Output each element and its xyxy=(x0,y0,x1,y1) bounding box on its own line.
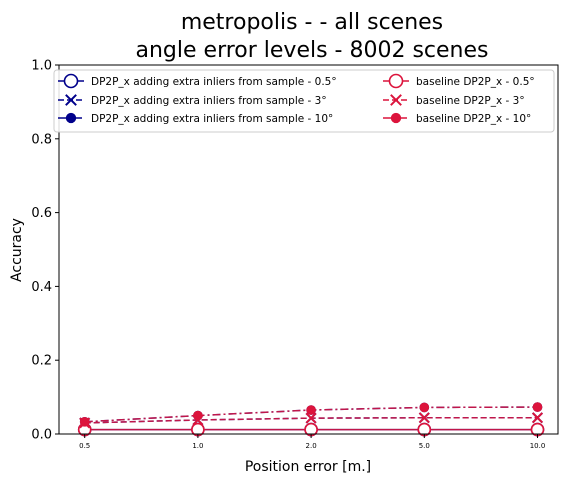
legend-label: baseline DP2P_x - 10° xyxy=(416,113,531,125)
y-tick-label: 0.6 xyxy=(31,206,52,221)
plot-frame xyxy=(58,64,559,435)
series-point xyxy=(63,73,79,89)
legend-label: baseline DP2P_x - 3° xyxy=(416,95,525,107)
legend-label: DP2P_x adding extra inliers from sample … xyxy=(91,113,333,125)
plot-area xyxy=(77,402,545,437)
y-axis-label: Accuracy xyxy=(9,218,25,282)
x-tick-label: 10.0 xyxy=(530,442,546,450)
x-tick-label: 5.0 xyxy=(419,442,430,450)
series-point xyxy=(65,94,77,106)
legend-entry: DP2P_x adding extra inliers from sample … xyxy=(58,112,333,125)
chart-title-line2: angle error levels - 8002 scenes xyxy=(136,38,489,63)
series-point xyxy=(418,412,430,424)
series-point xyxy=(193,410,203,421)
legend-entry: baseline DP2P_x - 10° xyxy=(383,112,531,125)
legend: DP2P_x adding extra inliers from sample … xyxy=(53,69,555,133)
series-point xyxy=(532,402,543,412)
x-axis-label: Position error [m.] xyxy=(245,459,371,475)
series-point xyxy=(390,112,402,124)
legend-entry: baseline DP2P_x - 0.5° xyxy=(383,73,535,89)
y-tick-label: 0.4 xyxy=(31,280,52,295)
legend-entry: DP2P_x adding extra inliers from sample … xyxy=(58,94,327,107)
x-tick-label: 1.0 xyxy=(192,442,203,450)
legend-label: DP2P_x adding extra inliers from sample … xyxy=(91,76,337,88)
chart-title-line1: metropolis - - all scenes xyxy=(181,10,443,35)
series-6 xyxy=(79,402,543,427)
legend-entry: DP2P_x adding extra inliers from sample … xyxy=(58,73,337,89)
series-point xyxy=(306,405,316,415)
y-axis: 0.0 0.2 0.4 0.6 0.8 1.0 xyxy=(31,59,59,443)
legend-box xyxy=(53,69,555,133)
series-point xyxy=(419,402,430,413)
series-point xyxy=(388,73,404,89)
x-tick-label: 0.5 xyxy=(79,442,90,450)
y-tick-label: 0.0 xyxy=(31,428,52,443)
y-tick-label: 0.8 xyxy=(31,132,52,147)
x-axis: 0.5 1.0 2.0 5.0 10.0 xyxy=(79,434,545,450)
legend-label: DP2P_x adding extra inliers from sample … xyxy=(91,95,327,107)
y-tick-label: 1.0 xyxy=(31,59,52,74)
legend-entry: baseline DP2P_x - 3° xyxy=(383,94,525,107)
series-point xyxy=(305,412,317,424)
y-tick-label: 0.2 xyxy=(31,354,52,369)
legend-label: baseline DP2P_x - 0.5° xyxy=(416,76,535,88)
series-point xyxy=(531,412,544,424)
series-point xyxy=(65,112,77,124)
x-tick-label: 2.0 xyxy=(306,442,317,450)
series-point xyxy=(390,94,402,106)
series-point xyxy=(79,417,90,427)
